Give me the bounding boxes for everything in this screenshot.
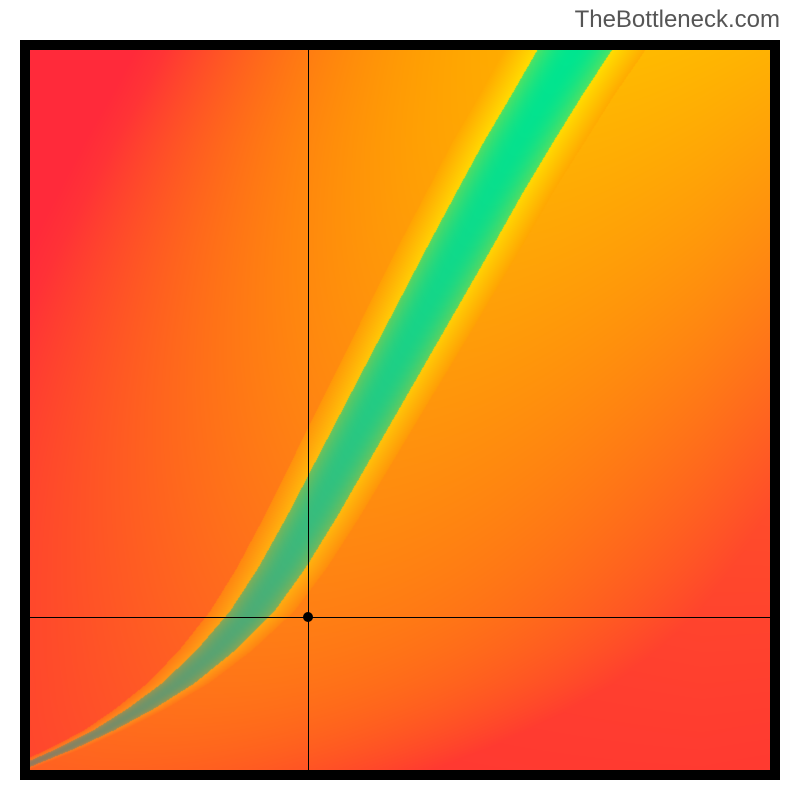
watermark-text: TheBottleneck.com [575, 6, 780, 34]
crosshair-horizontal [30, 617, 770, 618]
selected-point-marker [303, 612, 313, 622]
heatmap-surface [30, 50, 770, 770]
crosshair-vertical [308, 50, 309, 770]
bottleneck-heatmap [20, 40, 780, 780]
